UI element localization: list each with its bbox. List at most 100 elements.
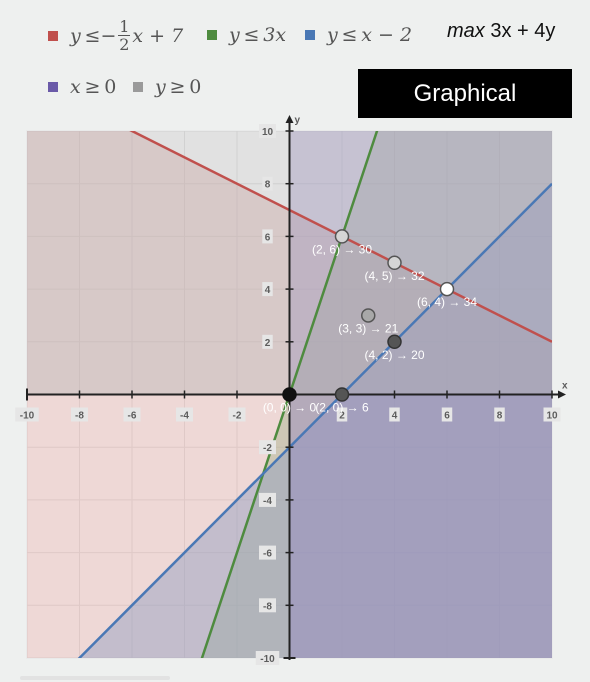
legend-swatch-c5 (133, 82, 143, 92)
tick-label: -2 (263, 443, 272, 454)
corner-point (361, 308, 376, 323)
y-tick-label: 6 (262, 229, 273, 244)
corner-point-label: (0, 0) → 0 (263, 401, 317, 415)
legend-rhs: 0 (104, 76, 117, 98)
constraint-legend: y ≤ −1 2 x + 7 y ≤ 3x y ≤ x − 2 x ≥ 0 y ≥ 0 (0, 0, 590, 120)
corner-point (387, 255, 402, 270)
legend-item-c4: x ≥ 0 (48, 76, 116, 98)
legend-item-c1: y ≤ −1 2 x + 7 (48, 18, 183, 53)
tick-label: -2 (233, 411, 242, 422)
legend-rhs: 0 (189, 76, 202, 98)
x-axis-label: x (562, 381, 568, 392)
legend-lhs: y (327, 24, 338, 46)
y-axis-label: y (295, 115, 301, 126)
legend-minus: − (100, 24, 117, 47)
y-tick-label: -2 (259, 440, 276, 455)
objective-keyword: max (447, 20, 485, 42)
y-tick-label: -10 (255, 651, 280, 665)
tick-label-bg (259, 598, 276, 613)
tick-label: -10 (20, 411, 35, 422)
x-tick-label: -2 (228, 407, 246, 422)
tick-label-bg (259, 440, 276, 455)
x-tick-label: -10 (15, 407, 39, 422)
tick-label-bg (441, 407, 453, 422)
y-tick-label: 8 (262, 176, 273, 191)
legend-op: ≤ (341, 24, 358, 46)
legend-lhs: x (70, 76, 81, 98)
tick-label: 8 (497, 411, 503, 422)
legend-swatch-c3 (305, 30, 315, 40)
tick-label-bg (543, 407, 561, 422)
corner-point (439, 281, 455, 297)
tick-label: 10 (262, 127, 274, 138)
legend-lhs: y (229, 24, 240, 46)
tick-label-bg (123, 407, 141, 422)
legend-swatch-c2 (207, 30, 217, 40)
legend-op: ≥ (84, 76, 101, 98)
tick-label-bg (259, 492, 276, 507)
x-tick-label: 10 (543, 407, 561, 422)
corner-point (334, 229, 350, 244)
corner-point-label: (2, 6) → 30 (312, 242, 372, 256)
corner-point (387, 334, 402, 350)
corner-points: (2, 6) → 30 (4, 5) → 32 (6, 4) → 34 (3, 3) … (263, 229, 477, 415)
x-tick-label: 2 (336, 407, 348, 422)
y-tick-label: -8 (259, 598, 276, 613)
legend-swatch-c4 (48, 82, 58, 92)
corner-point-label: (3, 3) → 21 (338, 321, 398, 335)
tick-label-bg (262, 334, 273, 349)
corner-point-label: (4, 2) → 20 (364, 348, 424, 362)
legend-swatch-c1 (48, 30, 58, 41)
tick-label-bg (262, 176, 273, 191)
tick-label-bg (71, 407, 88, 422)
x-axis-arrow (558, 390, 566, 399)
legend-rhs: x − 2 (361, 24, 413, 46)
corner-point (334, 387, 350, 402)
legend-op: ≤ (243, 24, 260, 46)
fraction-numerator: 1 (119, 17, 130, 36)
tick-label: 2 (265, 338, 271, 349)
tick-label-bg (228, 407, 246, 422)
graphical-mode-button[interactable]: Graphical (358, 69, 572, 118)
tick-label: 10 (546, 411, 558, 422)
tick-label-bg (336, 407, 348, 422)
tick-label: -8 (263, 601, 272, 612)
legend-rhs: 3x (263, 24, 287, 46)
tick-label-bg (494, 407, 505, 422)
legend-op: ≥ (169, 76, 186, 98)
corner-point-label: (2, 0) → 6 (315, 401, 369, 415)
x-tick-label: -6 (123, 407, 141, 422)
corner-point (282, 387, 297, 402)
legend-lhs: y (70, 24, 81, 47)
x-tick-label: -4 (176, 407, 193, 422)
tick-label: 4 (265, 285, 271, 296)
tick-label-bg (176, 407, 193, 422)
tick-label: -6 (128, 411, 137, 422)
tick-label: 4 (392, 411, 398, 422)
legend-rhs: x + 7 (132, 24, 184, 47)
tick-label: 6 (265, 232, 271, 243)
tick-label-bg (259, 124, 276, 138)
tick-label-bg (259, 545, 276, 560)
legend-item-c2: y ≤ 3x (207, 24, 286, 46)
legend-item-c3: y ≤ x − 2 (305, 24, 412, 46)
tick-label: -10 (260, 654, 275, 665)
y-tick-label: -4 (259, 492, 276, 507)
y-tick-label: 4 (262, 282, 273, 297)
horizontal-scrollbar[interactable] (20, 676, 170, 680)
y-tick-label: -6 (259, 545, 276, 560)
legend-lhs: y (155, 76, 166, 98)
tick-label-bg (389, 407, 400, 422)
corner-point-label: (6, 4) → 34 (417, 295, 477, 309)
tick-label-bg (262, 229, 273, 244)
x-tick-label: 4 (389, 407, 400, 422)
legend-op: ≤ (84, 24, 101, 47)
tick-label: 8 (265, 180, 271, 191)
legend-item-c5: y ≥ 0 (133, 76, 201, 98)
tick-label: 6 (444, 411, 450, 422)
tick-label-bg (15, 407, 39, 422)
x-tick-label: 6 (441, 407, 453, 422)
tick-label: -4 (263, 496, 272, 507)
